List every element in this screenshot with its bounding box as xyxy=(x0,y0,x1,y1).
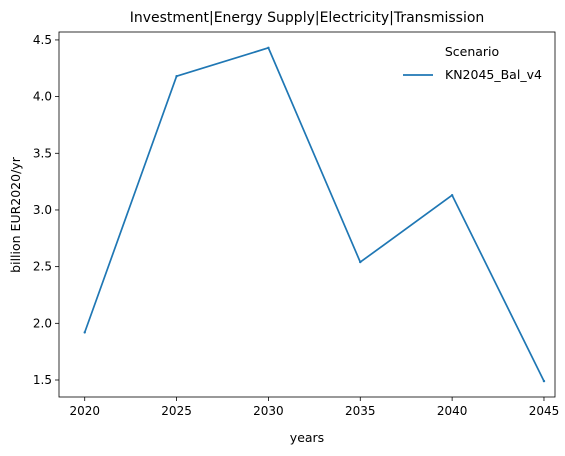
y-tick-label: 1.5 xyxy=(33,373,52,387)
plot-frame xyxy=(58,31,556,398)
x-axis: 2020 2025 2030 2035 2040 2045 xyxy=(69,397,559,418)
data-point xyxy=(542,379,546,383)
data-point xyxy=(450,194,454,197)
x-tick-label: 2035 xyxy=(345,404,376,418)
y-axis-label: billion EUR2020/yr xyxy=(8,156,23,273)
series-line xyxy=(83,47,545,382)
y-tick-label: 4.0 xyxy=(33,90,52,104)
data-point xyxy=(83,331,86,334)
legend-items: KN2045_Bal_v4 xyxy=(403,67,542,82)
y-tick-label: 3.0 xyxy=(33,203,52,217)
y-axis: 1.5 2.0 2.5 3.0 3.5 4.0 4.5 xyxy=(33,33,59,387)
data-point xyxy=(175,75,178,78)
x-tick-label: 2025 xyxy=(161,404,192,418)
legend: Scenario KN2045_Bal_v4 xyxy=(403,44,542,82)
legend-entry-label: KN2045_Bal_v4 xyxy=(445,67,542,82)
plot-area: 2020 2025 2030 2035 2040 2045 1.5 2.0 2.5 3.0 3.5… xyxy=(33,31,559,418)
legend-title: Scenario xyxy=(445,44,499,59)
x-tick-label: 2020 xyxy=(69,404,100,418)
series-layer xyxy=(83,46,546,383)
y-tick-label: 2.0 xyxy=(33,316,52,330)
x-tick-label: 2040 xyxy=(437,404,468,418)
x-tick-label: 2030 xyxy=(253,404,284,418)
y-tick-label: 2.5 xyxy=(33,260,52,274)
y-tick-label: 3.5 xyxy=(33,146,52,160)
data-point xyxy=(267,46,270,50)
data-point xyxy=(359,260,362,264)
chart-title: Investment|Energy Supply|Electricity|Tra… xyxy=(130,10,485,26)
x-axis-label: years xyxy=(290,430,324,445)
x-tick-label: 2045 xyxy=(529,404,560,418)
y-tick-label: 4.5 xyxy=(33,33,52,47)
